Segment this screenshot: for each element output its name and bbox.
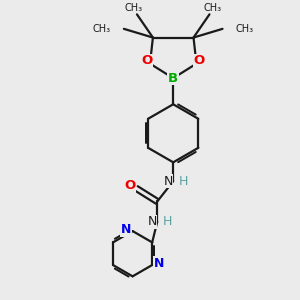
Text: O: O <box>142 54 153 67</box>
Text: CH₃: CH₃ <box>203 3 221 13</box>
Text: N: N <box>163 175 173 188</box>
Text: CH₃: CH₃ <box>125 3 143 13</box>
Text: O: O <box>194 54 205 67</box>
Text: B: B <box>168 72 178 85</box>
Text: N: N <box>147 215 157 228</box>
Text: N: N <box>121 223 131 236</box>
Text: CH₃: CH₃ <box>93 24 111 34</box>
Text: O: O <box>124 179 136 192</box>
Text: H: H <box>179 175 188 188</box>
Text: H: H <box>163 215 172 228</box>
Text: N: N <box>153 257 164 270</box>
Text: CH₃: CH₃ <box>236 24 254 34</box>
